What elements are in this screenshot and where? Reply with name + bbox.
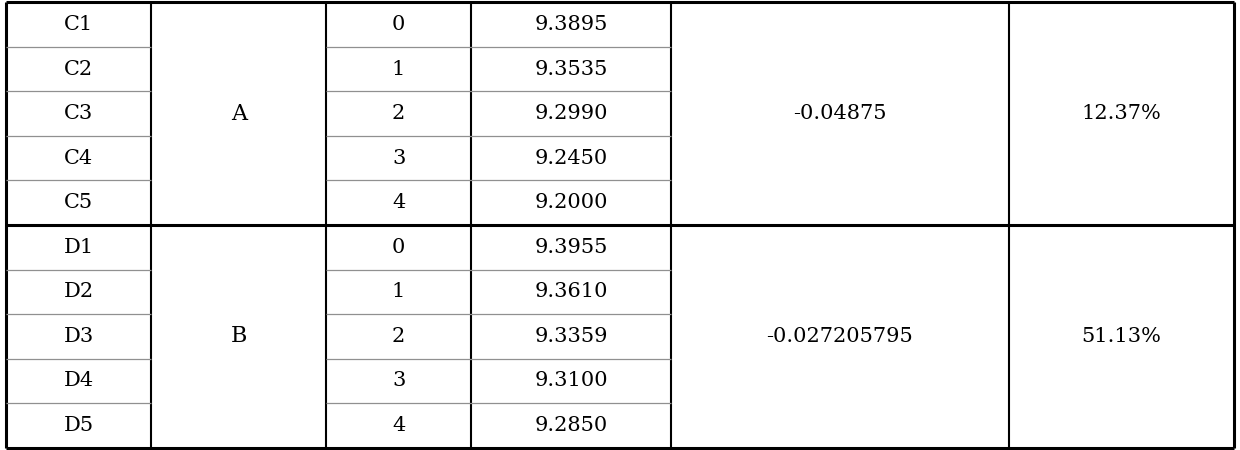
Text: 51.13%: 51.13%	[1081, 327, 1161, 346]
Text: B: B	[231, 325, 247, 347]
Text: C2: C2	[64, 59, 93, 79]
Text: 9.3895: 9.3895	[534, 15, 608, 34]
Text: D4: D4	[63, 371, 94, 391]
Text: D2: D2	[63, 282, 94, 302]
Text: 9.3610: 9.3610	[534, 282, 608, 302]
Text: C5: C5	[64, 193, 93, 212]
Text: 4: 4	[392, 416, 405, 435]
Text: -0.027205795: -0.027205795	[766, 327, 914, 346]
Text: A: A	[231, 103, 247, 125]
Text: 1: 1	[392, 59, 405, 79]
Text: D1: D1	[63, 238, 94, 257]
Text: 12.37%: 12.37%	[1081, 104, 1161, 123]
Text: 9.2000: 9.2000	[534, 193, 608, 212]
Text: C3: C3	[64, 104, 93, 123]
Text: 9.3359: 9.3359	[534, 327, 608, 346]
Text: 9.3100: 9.3100	[534, 371, 608, 391]
Text: 9.3955: 9.3955	[534, 238, 608, 257]
Text: 9.3535: 9.3535	[534, 59, 608, 79]
Text: 0: 0	[392, 238, 405, 257]
Text: 4: 4	[392, 193, 405, 212]
Text: 1: 1	[392, 282, 405, 302]
Text: C1: C1	[64, 15, 93, 34]
Text: 3: 3	[392, 148, 405, 168]
Text: D3: D3	[63, 327, 94, 346]
Text: 2: 2	[392, 104, 405, 123]
Text: 0: 0	[392, 15, 405, 34]
Text: 3: 3	[392, 371, 405, 391]
Text: 9.2450: 9.2450	[534, 148, 608, 168]
Text: D5: D5	[63, 416, 94, 435]
Text: 9.2850: 9.2850	[534, 416, 608, 435]
Text: C4: C4	[64, 148, 93, 168]
Text: -0.04875: -0.04875	[794, 104, 887, 123]
Text: 9.2990: 9.2990	[534, 104, 608, 123]
Text: 2: 2	[392, 327, 405, 346]
